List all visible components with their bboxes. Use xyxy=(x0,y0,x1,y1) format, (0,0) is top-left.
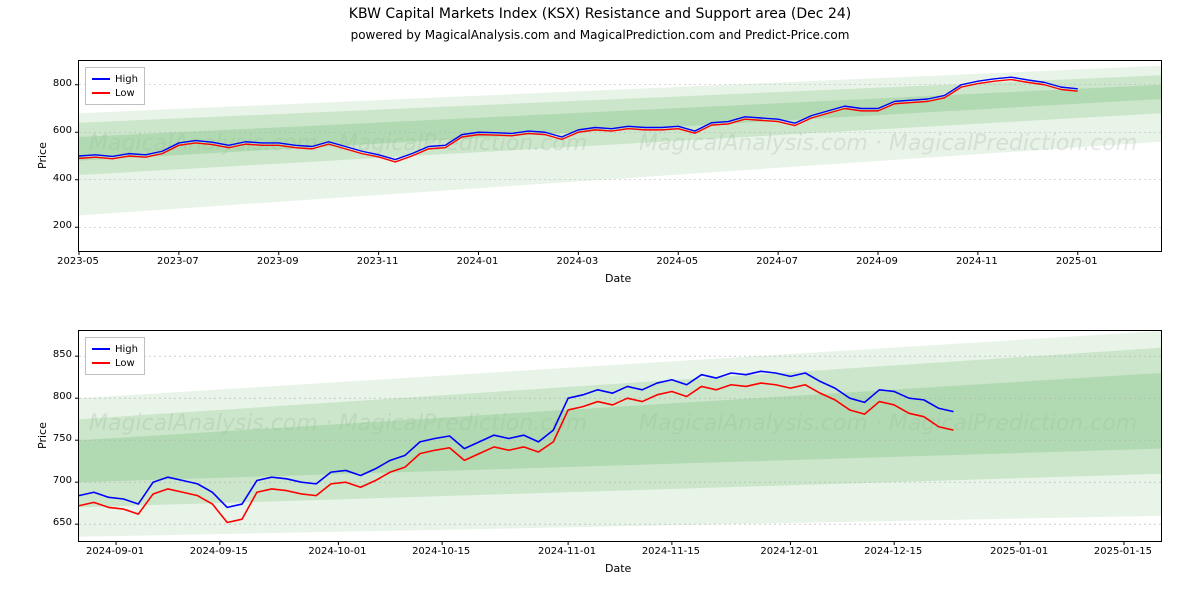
x-axis-label: Date xyxy=(605,272,631,285)
bottom-chart-svg xyxy=(79,331,1161,541)
x-axis-label: Date xyxy=(605,562,631,575)
x-tick-label: 2024-09-01 xyxy=(86,546,144,557)
y-axis-label: Price xyxy=(36,142,49,169)
y-axis-label: Price xyxy=(36,422,49,449)
legend: High Low xyxy=(85,67,145,105)
y-tick-label: 700 xyxy=(53,475,72,486)
legend-label: High xyxy=(115,344,138,355)
y-tick-label: 750 xyxy=(53,433,72,444)
legend: High Low xyxy=(85,337,145,375)
x-tick-label: 2024-05 xyxy=(656,256,698,267)
x-tick-label: 2024-12-15 xyxy=(864,546,922,557)
legend-swatch xyxy=(92,78,110,80)
legend-label: Low xyxy=(115,358,135,369)
legend-swatch xyxy=(92,348,110,350)
x-tick-label: 2024-09-15 xyxy=(190,546,248,557)
y-tick-label: 850 xyxy=(53,349,72,360)
x-tick-label: 2024-11 xyxy=(956,256,998,267)
x-tick-label: 2024-03 xyxy=(556,256,598,267)
x-tick-label: 2024-11-01 xyxy=(538,546,596,557)
y-tick-label: 800 xyxy=(53,78,72,89)
legend-label: High xyxy=(115,74,138,85)
legend-item: High xyxy=(92,342,138,356)
y-tick-label: 200 xyxy=(53,220,72,231)
x-tick-label: 2024-07 xyxy=(756,256,798,267)
x-tick-label: 2024-11-15 xyxy=(642,546,700,557)
y-tick-label: 650 xyxy=(53,517,72,528)
figure: KBW Capital Markets Index (KSX) Resistan… xyxy=(0,0,1200,600)
top-chart-svg xyxy=(79,61,1161,251)
x-tick-label: 2025-01-01 xyxy=(990,546,1048,557)
x-tick-label: 2024-09 xyxy=(856,256,898,267)
bottom-chart-panel: MagicalAnalysis.com · MagicalPrediction.… xyxy=(78,330,1162,542)
top-chart-panel: MagicalAnalysis.com · MagicalPrediction.… xyxy=(78,60,1162,252)
x-tick-label: 2025-01 xyxy=(1056,256,1098,267)
x-tick-label: 2024-01 xyxy=(457,256,499,267)
x-tick-label: 2024-10-15 xyxy=(412,546,470,557)
y-tick-label: 600 xyxy=(53,125,72,136)
x-tick-label: 2023-11 xyxy=(357,256,399,267)
legend-item: High xyxy=(92,72,138,86)
chart-title: KBW Capital Markets Index (KSX) Resistan… xyxy=(0,6,1200,22)
x-tick-label: 2023-07 xyxy=(157,256,199,267)
y-tick-label: 800 xyxy=(53,391,72,402)
legend-swatch xyxy=(92,362,110,364)
y-tick-label: 400 xyxy=(53,173,72,184)
legend-item: Low xyxy=(92,86,138,100)
x-tick-label: 2023-05 xyxy=(57,256,99,267)
legend-swatch xyxy=(92,92,110,94)
x-tick-label: 2023-09 xyxy=(257,256,299,267)
x-tick-label: 2025-01-15 xyxy=(1094,546,1152,557)
x-tick-label: 2024-10-01 xyxy=(308,546,366,557)
legend-item: Low xyxy=(92,356,138,370)
legend-label: Low xyxy=(115,88,135,99)
chart-subtitle: powered by MagicalAnalysis.com and Magic… xyxy=(0,28,1200,42)
x-tick-label: 2024-12-01 xyxy=(760,546,818,557)
